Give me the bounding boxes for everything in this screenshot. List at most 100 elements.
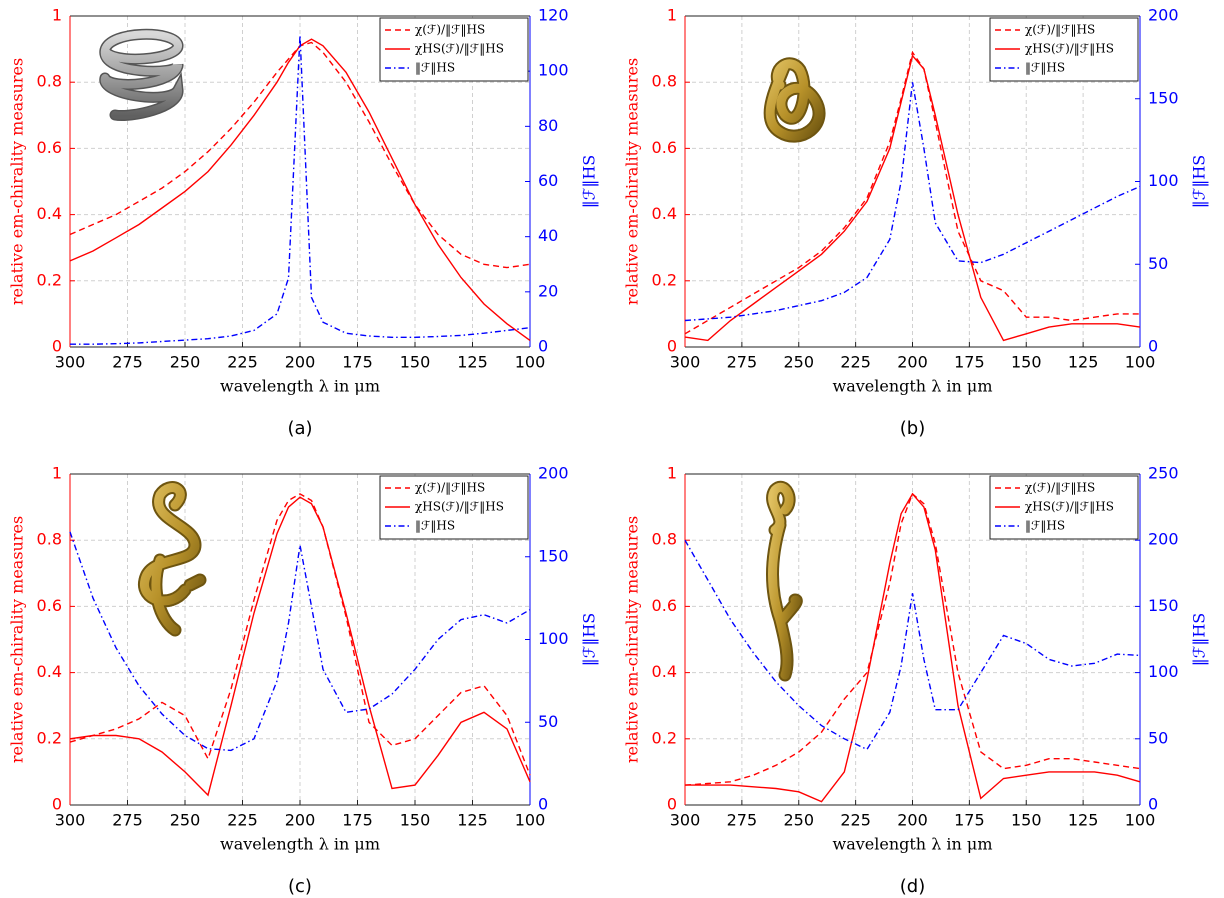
y2-tick-label: 150 xyxy=(1148,88,1179,107)
y-axis-label: relative em-chirality measures xyxy=(8,58,27,305)
knot-icon xyxy=(763,57,826,143)
x-tick-label: 100 xyxy=(1125,811,1156,830)
x-tick-label: 225 xyxy=(227,811,258,830)
subplot: 300 275 250 225 200 175 150 125 10000.20.40.60.8… xyxy=(623,6,1209,440)
y-tick-label: 0.8 xyxy=(652,72,677,91)
y-tick-label: 1 xyxy=(52,464,62,483)
legend-label: χHS(ℱ)/‖ℱ‖HS xyxy=(1025,42,1114,56)
x-axis-label: wavelength λ in μm xyxy=(833,835,993,854)
y2-tick-label: 200 xyxy=(538,464,569,483)
x-tick-label: 275 xyxy=(727,811,758,830)
x-axis-label: wavelength λ in μm xyxy=(833,377,993,396)
caption: (c) xyxy=(288,876,312,897)
y-axis-label: relative em-chirality measures xyxy=(623,516,642,763)
y-tick-label: 1 xyxy=(52,6,62,25)
x-tick-label: 150 xyxy=(400,353,431,372)
y2-tick-label: 40 xyxy=(538,226,558,245)
y-tick-label: 0.6 xyxy=(37,596,62,615)
y-axis-label: relative em-chirality measures xyxy=(8,516,27,763)
y2-tick-label: 100 xyxy=(1148,171,1179,190)
y2-tick-label: 100 xyxy=(1148,662,1179,681)
y2-tick-label: 100 xyxy=(538,61,569,80)
y2-axis-label: ‖ℱ‖HS xyxy=(580,613,599,667)
y-tick-label: 0.2 xyxy=(37,728,62,747)
caption: (b) xyxy=(900,418,925,439)
y2-tick-label: 80 xyxy=(538,116,558,135)
x-tick-label: 300 xyxy=(670,353,701,372)
x-tick-label: 225 xyxy=(840,353,871,372)
series-line xyxy=(69,531,531,752)
y2-tick-label: 50 xyxy=(1148,254,1168,273)
legend-label: ‖ℱ‖HS xyxy=(415,519,455,533)
legend-label: χHS(ℱ)/‖ℱ‖HS xyxy=(415,500,504,514)
x-tick-label: 150 xyxy=(1011,811,1042,830)
y2-tick-label: 250 xyxy=(1148,464,1179,483)
y2-axis-label: ‖ℱ‖HS xyxy=(1190,613,1209,667)
legend-label: χ(ℱ)/‖ℱ‖HS xyxy=(1025,23,1095,37)
x-tick-label: 100 xyxy=(1125,353,1156,372)
y2-tick-label: 200 xyxy=(1148,530,1179,549)
x-tick-label: 150 xyxy=(1011,353,1042,372)
series-line xyxy=(684,82,1141,322)
y-tick-label: 0.2 xyxy=(37,270,62,289)
x-tick-label: 125 xyxy=(1068,353,1099,372)
legend-label: χHS(ℱ)/‖ℱ‖HS xyxy=(1025,500,1114,514)
y2-tick-label: 100 xyxy=(538,629,569,648)
y-tick-label: 1 xyxy=(667,464,677,483)
x-tick-label: 125 xyxy=(1068,811,1099,830)
y2-tick-label: 0 xyxy=(538,795,548,814)
y-tick-label: 0.2 xyxy=(652,270,677,289)
series-line xyxy=(685,492,1141,803)
y2-tick-label: 50 xyxy=(1148,728,1168,747)
x-tick-label: 225 xyxy=(227,353,258,372)
subplot: 300 275 250 225 200 175 150 125 10000.20.40.60.8… xyxy=(623,464,1209,898)
y-tick-label: 0.4 xyxy=(652,204,677,223)
y-tick-label: 0 xyxy=(667,337,677,356)
legend-label: χ(ℱ)/‖ℱ‖HS xyxy=(1025,481,1095,495)
y2-tick-label: 150 xyxy=(538,546,569,565)
y-tick-label: 0.6 xyxy=(37,138,62,157)
legend-label: ‖ℱ‖HS xyxy=(1025,61,1065,75)
x-tick-label: 175 xyxy=(954,353,985,372)
x-tick-label: 275 xyxy=(727,353,758,372)
x-tick-label: 250 xyxy=(783,353,814,372)
series-line xyxy=(69,496,531,797)
y2-tick-label: 200 xyxy=(1148,6,1179,25)
y-tick-label: 0.8 xyxy=(37,72,62,91)
series-line xyxy=(684,54,1141,342)
y-tick-label: 0.6 xyxy=(652,596,677,615)
legend-label: χ(ℱ)/‖ℱ‖HS xyxy=(415,481,485,495)
x-tick-label: 100 xyxy=(515,811,546,830)
y2-tick-label: 0 xyxy=(1148,337,1158,356)
x-tick-label: 300 xyxy=(55,353,86,372)
y2-tick-label: 0 xyxy=(538,337,548,356)
x-tick-label: 300 xyxy=(55,811,86,830)
x-tick-label: 225 xyxy=(840,811,871,830)
y-tick-label: 1 xyxy=(667,6,677,25)
y-tick-label: 0.8 xyxy=(652,530,677,549)
y-tick-label: 0 xyxy=(667,795,677,814)
y2-tick-label: 150 xyxy=(1148,596,1179,615)
legend-label: χ(ℱ)/‖ℱ‖HS xyxy=(415,23,485,37)
curve-icon-c xyxy=(138,481,207,637)
x-tick-label: 175 xyxy=(954,811,985,830)
y2-tick-label: 50 xyxy=(538,712,558,731)
curve-icon-d xyxy=(766,481,803,682)
y-tick-label: 0 xyxy=(52,795,62,814)
series-line xyxy=(70,35,531,345)
y-tick-label: 0.4 xyxy=(652,662,677,681)
y-tick-label: 0 xyxy=(52,337,62,356)
x-tick-label: 300 xyxy=(670,811,701,830)
y-tick-label: 0.4 xyxy=(37,204,62,223)
x-tick-label: 250 xyxy=(170,811,201,830)
series-line xyxy=(684,50,1140,335)
series-line xyxy=(69,493,531,776)
subplot: 300 275 250 225 200 175 150 125 10000.20.40.60.8… xyxy=(8,464,599,898)
subplot: 300 275 250 225 200 175 150 125 10000.20.40.60.8… xyxy=(8,6,599,440)
x-tick-label: 250 xyxy=(170,353,201,372)
y2-tick-label: 120 xyxy=(538,6,569,25)
x-tick-label: 150 xyxy=(400,811,431,830)
x-tick-label: 200 xyxy=(897,811,928,830)
caption: (d) xyxy=(900,876,925,897)
